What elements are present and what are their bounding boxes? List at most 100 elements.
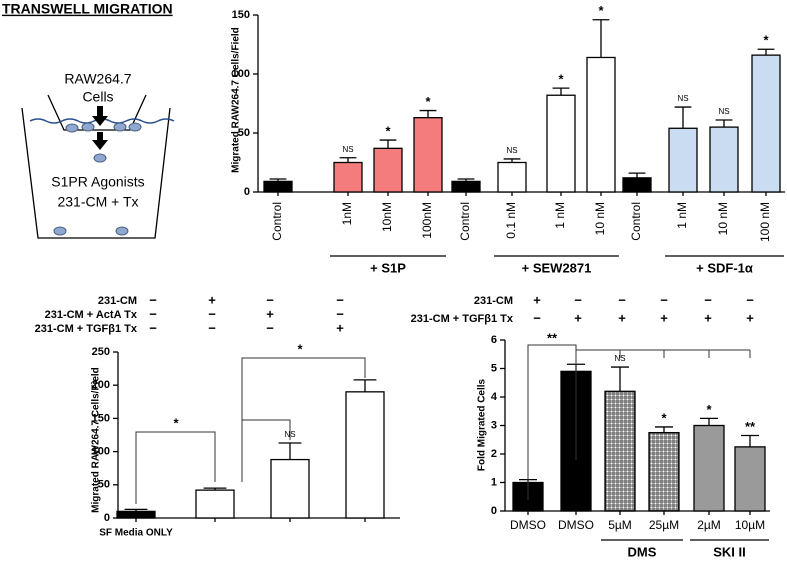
- bracket: [241, 357, 366, 482]
- error-bar: [611, 366, 629, 392]
- y-tick-label: 3: [491, 419, 497, 431]
- condition-sign: +: [574, 310, 582, 325]
- y-tick-label: 0: [244, 186, 250, 198]
- significance-label: *: [706, 402, 712, 417]
- y-axis-label: Migrated RAW264.7 Cells/Field: [91, 367, 102, 513]
- arrows: [92, 106, 108, 150]
- error-bar: [715, 119, 733, 128]
- x-tick-label: 5µM: [608, 518, 632, 532]
- condition-label: 231-CM + TGFβ1 Tx: [411, 313, 514, 325]
- x-tick-label: 1 nM: [675, 202, 689, 229]
- error-bar: [353, 379, 377, 392]
- group-label: DMS: [628, 544, 657, 559]
- bar: [586, 56, 616, 193]
- condition-sign: +: [704, 310, 712, 325]
- insert: [47, 94, 147, 131]
- error-bar: [628, 172, 646, 178]
- condition-sign: +: [660, 310, 668, 325]
- y-tick-label: 150: [92, 412, 110, 424]
- significance-label: NS: [506, 146, 517, 155]
- significance-label: NS: [677, 94, 688, 103]
- x-tick-label: SF Media ONLY: [99, 528, 173, 539]
- bracket: [135, 431, 216, 504]
- figure-title: TRANSWELL MIGRATION: [2, 1, 173, 17]
- x-tick-label: 100 nM: [758, 202, 772, 242]
- significance-label: *: [598, 3, 604, 18]
- y-tick-label: 250: [92, 346, 110, 358]
- cells: [53, 122, 142, 236]
- well: [21, 107, 171, 239]
- bar: [333, 161, 363, 193]
- bar: [373, 147, 403, 193]
- y-tick-label: 150: [232, 9, 250, 21]
- error-bar: [379, 139, 397, 149]
- bar: [195, 489, 235, 519]
- group-label: + SDF-1α: [696, 260, 753, 275]
- condition-sign: −: [149, 320, 157, 335]
- y-tick-label: 0: [491, 505, 497, 517]
- x-tick-label: 0.1 nM: [504, 202, 518, 239]
- significance-label: NS: [718, 107, 729, 116]
- bracket-label: **: [547, 330, 558, 345]
- x-tick-label: 10nM: [380, 202, 394, 232]
- bracket: [576, 349, 751, 358]
- error-bar: [592, 19, 610, 58]
- significance-label: *: [385, 124, 391, 139]
- condition-sign: −: [208, 320, 216, 335]
- y-tick-label: 2: [491, 448, 497, 460]
- error-bar: [419, 109, 437, 118]
- condition-label: 231-CM + TGFβ1 Tx: [35, 323, 138, 335]
- bar: [451, 180, 481, 193]
- condition-sign: −: [660, 292, 668, 307]
- x-tick-label: Control: [629, 202, 643, 241]
- bracket-label: *: [173, 415, 179, 430]
- significance-label: *: [558, 72, 564, 87]
- y-tick-label: 50: [238, 127, 250, 139]
- significance-label: *: [661, 410, 667, 425]
- bar: [648, 431, 680, 512]
- condition-sign: +: [336, 320, 344, 335]
- error-bar: [674, 106, 692, 129]
- condition-sign: −: [574, 292, 582, 307]
- condition-sign: −: [704, 292, 712, 307]
- condition-sign: +: [266, 306, 274, 321]
- x-tick-label: DMSO: [558, 518, 594, 532]
- error-bar: [278, 442, 302, 460]
- media-label: 231-CM + Tx: [57, 194, 138, 210]
- y-tick-label: 100: [92, 446, 110, 458]
- x-tick-label: 100nM: [420, 202, 434, 239]
- error-bar: [552, 87, 570, 96]
- y-tick-label: 1: [491, 476, 497, 488]
- condition-sign: −: [618, 292, 626, 307]
- axis: [504, 340, 770, 512]
- condition-sign: −: [266, 320, 274, 335]
- condition-sign: −: [746, 292, 754, 307]
- significance-label: **: [745, 419, 756, 434]
- cells-label: Cells: [82, 89, 113, 105]
- x-tick-label: 25µM: [649, 518, 679, 532]
- error-bar: [655, 426, 673, 433]
- bar: [497, 161, 527, 193]
- bracket: [527, 344, 577, 500]
- condition-sign: +: [746, 310, 754, 325]
- error-bar: [339, 157, 357, 163]
- y-tick-label: 50: [98, 479, 110, 491]
- error-bar: [757, 48, 775, 56]
- condition-label: 231-CM: [98, 295, 137, 307]
- y-axis-label: Migrated RAW264.7 Cells/Field: [231, 27, 242, 173]
- x-tick-label: 10 nM: [593, 202, 607, 235]
- condition-sign: −: [336, 292, 344, 307]
- condition-sign: +: [208, 292, 216, 307]
- y-tick-label: 0: [104, 512, 110, 524]
- condition-sign: −: [336, 306, 344, 321]
- y-tick-label: 100: [232, 68, 250, 80]
- bar: [622, 177, 652, 193]
- group-label: + S1P: [370, 260, 406, 275]
- bar: [413, 117, 443, 193]
- x-tick-label: 1nM: [340, 202, 354, 225]
- error-bar: [700, 417, 718, 426]
- x-tick-label: 1 nM: [553, 202, 567, 229]
- bar: [734, 446, 766, 512]
- bar: [604, 390, 636, 512]
